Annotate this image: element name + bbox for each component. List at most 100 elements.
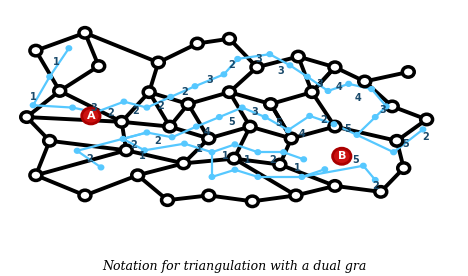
Ellipse shape: [223, 33, 235, 44]
Ellipse shape: [203, 133, 215, 144]
Text: 2: 2: [320, 115, 327, 125]
Ellipse shape: [161, 195, 174, 205]
Text: 1: 1: [53, 57, 59, 68]
Ellipse shape: [93, 61, 105, 71]
Ellipse shape: [402, 67, 414, 77]
Ellipse shape: [391, 136, 403, 146]
Ellipse shape: [274, 159, 286, 170]
Ellipse shape: [354, 132, 360, 137]
Ellipse shape: [329, 181, 341, 191]
Ellipse shape: [306, 87, 318, 97]
Ellipse shape: [70, 105, 75, 110]
Ellipse shape: [120, 145, 132, 156]
Ellipse shape: [66, 46, 72, 51]
Ellipse shape: [21, 112, 33, 122]
Ellipse shape: [329, 121, 341, 132]
Ellipse shape: [177, 158, 190, 169]
Ellipse shape: [398, 163, 410, 173]
Ellipse shape: [240, 105, 245, 110]
Ellipse shape: [44, 136, 56, 146]
Ellipse shape: [299, 174, 305, 179]
Text: 1: 1: [294, 163, 300, 173]
Ellipse shape: [329, 62, 341, 73]
Text: 1: 1: [196, 144, 203, 154]
Ellipse shape: [346, 81, 351, 86]
Ellipse shape: [263, 115, 268, 120]
Ellipse shape: [228, 153, 240, 164]
Text: 4: 4: [335, 82, 342, 92]
Ellipse shape: [281, 150, 286, 155]
Ellipse shape: [121, 99, 127, 104]
Ellipse shape: [391, 150, 396, 155]
Ellipse shape: [164, 121, 176, 132]
Ellipse shape: [369, 87, 374, 91]
Ellipse shape: [232, 142, 238, 147]
Ellipse shape: [221, 72, 227, 77]
Ellipse shape: [246, 196, 258, 206]
Text: 3: 3: [252, 107, 258, 117]
Text: 3: 3: [380, 105, 387, 115]
Ellipse shape: [421, 114, 432, 125]
Text: 2: 2: [181, 87, 188, 97]
Text: 2: 2: [228, 60, 234, 70]
Ellipse shape: [30, 45, 42, 56]
Text: 2: 2: [108, 108, 115, 118]
Ellipse shape: [217, 115, 222, 120]
Ellipse shape: [265, 99, 277, 109]
Ellipse shape: [305, 74, 310, 79]
Text: 2: 2: [269, 155, 276, 165]
Text: 3: 3: [91, 103, 97, 113]
Ellipse shape: [331, 122, 337, 127]
Ellipse shape: [168, 94, 174, 99]
Text: 4: 4: [354, 93, 361, 103]
Ellipse shape: [209, 174, 215, 179]
Text: 2: 2: [132, 106, 139, 116]
Text: 1: 1: [244, 155, 251, 165]
Text: 2: 2: [157, 101, 164, 112]
Text: Notation for triangulation with a dual gra: Notation for triangulation with a dual g…: [102, 260, 366, 273]
Text: 5: 5: [402, 139, 410, 149]
Ellipse shape: [244, 121, 256, 132]
Text: 3: 3: [256, 54, 262, 64]
Ellipse shape: [255, 174, 261, 179]
Ellipse shape: [322, 167, 328, 172]
Ellipse shape: [383, 104, 389, 109]
Ellipse shape: [30, 170, 42, 181]
Ellipse shape: [79, 190, 91, 201]
Ellipse shape: [132, 170, 144, 181]
Ellipse shape: [194, 124, 199, 129]
Ellipse shape: [223, 87, 235, 97]
Ellipse shape: [232, 167, 238, 172]
Text: 5: 5: [228, 117, 234, 127]
Ellipse shape: [285, 128, 291, 132]
Ellipse shape: [285, 133, 297, 144]
Ellipse shape: [267, 52, 272, 57]
Ellipse shape: [360, 163, 366, 168]
Text: 3: 3: [207, 75, 213, 85]
Text: B: B: [337, 151, 346, 161]
Text: 3: 3: [316, 79, 322, 89]
Ellipse shape: [142, 148, 147, 153]
Text: 2: 2: [154, 136, 161, 146]
Text: 5: 5: [276, 118, 282, 128]
Ellipse shape: [301, 157, 307, 162]
Ellipse shape: [120, 137, 126, 141]
Text: 5: 5: [344, 124, 351, 134]
Ellipse shape: [209, 150, 215, 155]
Ellipse shape: [182, 99, 194, 109]
Ellipse shape: [169, 135, 175, 140]
Ellipse shape: [192, 84, 198, 89]
Ellipse shape: [359, 76, 371, 87]
Ellipse shape: [333, 148, 351, 164]
Ellipse shape: [373, 177, 378, 182]
Text: 2: 2: [131, 140, 138, 150]
Ellipse shape: [116, 116, 128, 127]
Text: 2: 2: [372, 181, 379, 191]
Ellipse shape: [375, 187, 387, 197]
Ellipse shape: [255, 150, 261, 155]
Ellipse shape: [290, 190, 302, 201]
Text: 2: 2: [86, 154, 93, 164]
Text: 3: 3: [278, 66, 284, 76]
Ellipse shape: [325, 89, 331, 93]
Text: 1: 1: [221, 151, 228, 161]
